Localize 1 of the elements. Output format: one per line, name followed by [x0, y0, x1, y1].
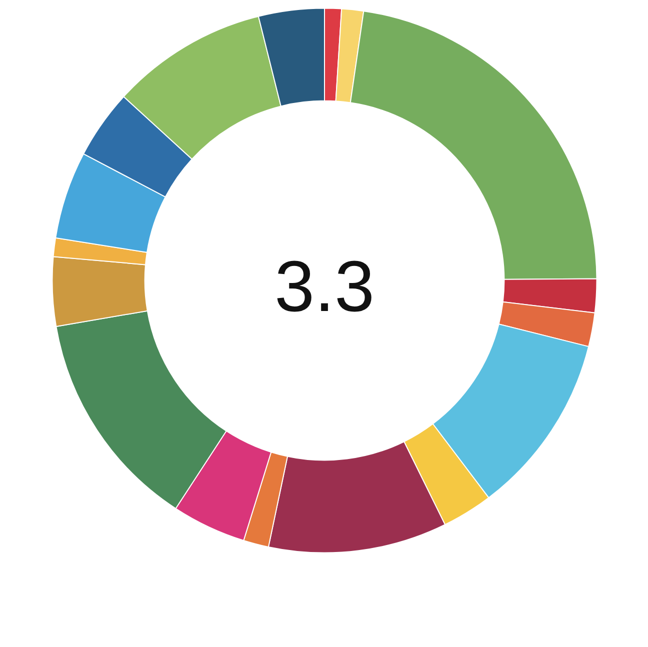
text: 3.3 — [274, 246, 375, 327]
